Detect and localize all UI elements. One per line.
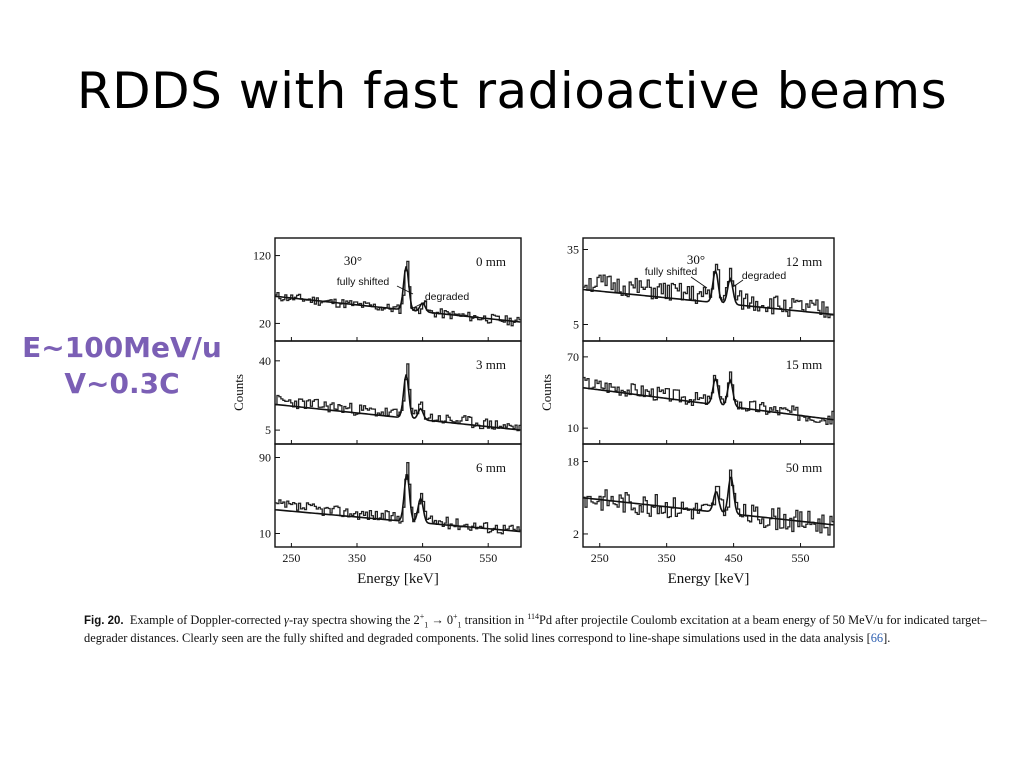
caption-text-mid: -ray spectra showing the 2	[288, 613, 420, 627]
distance-label: 3 mm	[476, 357, 506, 372]
x-tick-label: 250	[282, 551, 300, 565]
simulation-line	[274, 474, 521, 533]
annotation-pointer	[396, 285, 414, 295]
degraded-label: degraded	[742, 270, 787, 282]
angle-label: 30°	[344, 253, 362, 268]
panel-frame	[274, 443, 522, 548]
ground-state: 0	[446, 613, 454, 627]
y-tick-label: 40	[259, 354, 271, 368]
caption-text-start: Example of Doppler-corrected	[129, 613, 285, 627]
fully-shifted-label: fully shifted	[337, 276, 390, 288]
state-index: 1	[424, 620, 429, 630]
x-tick-label: 450	[725, 551, 743, 565]
x-tick-label: 350	[658, 551, 676, 565]
simulation-line	[274, 374, 521, 431]
y-tick-label: 70	[567, 350, 579, 364]
y-axis-label: Counts	[539, 374, 554, 411]
reference-link[interactable]: 66	[870, 631, 884, 645]
x-tick-label: 250	[591, 551, 609, 565]
caption-transition-text: transition in	[461, 613, 528, 627]
x-tick-label: 450	[414, 551, 432, 565]
angle-label: 30°	[687, 252, 705, 267]
spectrum-histogram	[275, 461, 521, 535]
y-tick-label: 10	[259, 527, 271, 541]
annotation-pointer	[410, 300, 428, 310]
x-axis-label: Energy [keV]	[668, 571, 750, 587]
degraded-label: degraded	[425, 291, 470, 303]
panel-frame	[582, 443, 835, 548]
distance-label: 12 mm	[786, 254, 822, 269]
mass-number: 114	[527, 611, 539, 621]
gamma-symbol: γ	[284, 613, 289, 627]
y-tick-label: 10	[567, 421, 579, 435]
annotation-pointer	[690, 276, 708, 289]
y-tick-label: 35	[567, 243, 579, 257]
x-axis-label: Energy [keV]	[357, 571, 439, 587]
x-tick-label: 350	[348, 551, 366, 565]
y-tick-label: 5	[265, 423, 271, 437]
spectrum-histogram	[583, 371, 834, 425]
y-axis-label: Counts	[231, 374, 246, 411]
distance-label: 50 mm	[786, 460, 822, 475]
distance-label: 0 mm	[476, 254, 506, 269]
simulation-line	[582, 267, 834, 316]
simulation-line	[274, 266, 521, 323]
slide-title: RDDS with fast radioactive beams	[76, 62, 948, 120]
ground-state-parity: +	[453, 611, 458, 621]
ground-state-index: 1	[457, 620, 462, 630]
spectrum-histogram	[583, 263, 834, 319]
beam-energy-label: E~100MeV/u	[22, 331, 222, 364]
x-tick-label: 550	[479, 551, 497, 565]
caption-close: ].	[883, 631, 891, 645]
simulation-line	[582, 376, 834, 421]
y-tick-label: 18	[567, 455, 579, 469]
fully-shifted-label: fully shifted	[645, 266, 698, 278]
spectrum-histogram	[275, 260, 521, 327]
y-tick-label: 120	[253, 249, 271, 263]
y-tick-label: 2	[573, 527, 579, 541]
distance-label: 6 mm	[476, 460, 506, 475]
x-tick-label: 550	[792, 551, 810, 565]
y-tick-label: 20	[259, 316, 271, 330]
beam-parameters-note: E~100MeV/u V~0.3C	[0, 330, 244, 402]
y-tick-label: 90	[259, 451, 271, 465]
y-tick-label: 5	[573, 318, 579, 332]
simulation-line	[582, 476, 834, 526]
annotation-pointer	[732, 279, 744, 288]
caption-text-end: Pd after projectile Coulomb excitation a…	[84, 613, 987, 645]
arrow-symbol: →	[431, 613, 444, 627]
distance-label: 15 mm	[786, 357, 822, 372]
state-parity: +	[419, 611, 425, 621]
beam-velocity-label: V~0.3C	[64, 367, 180, 400]
figure-label: Fig. 20.	[84, 615, 124, 627]
spectrum-histogram	[275, 363, 521, 432]
figure-caption: Fig. 20. Example of Doppler-corrected γ-…	[84, 612, 994, 647]
